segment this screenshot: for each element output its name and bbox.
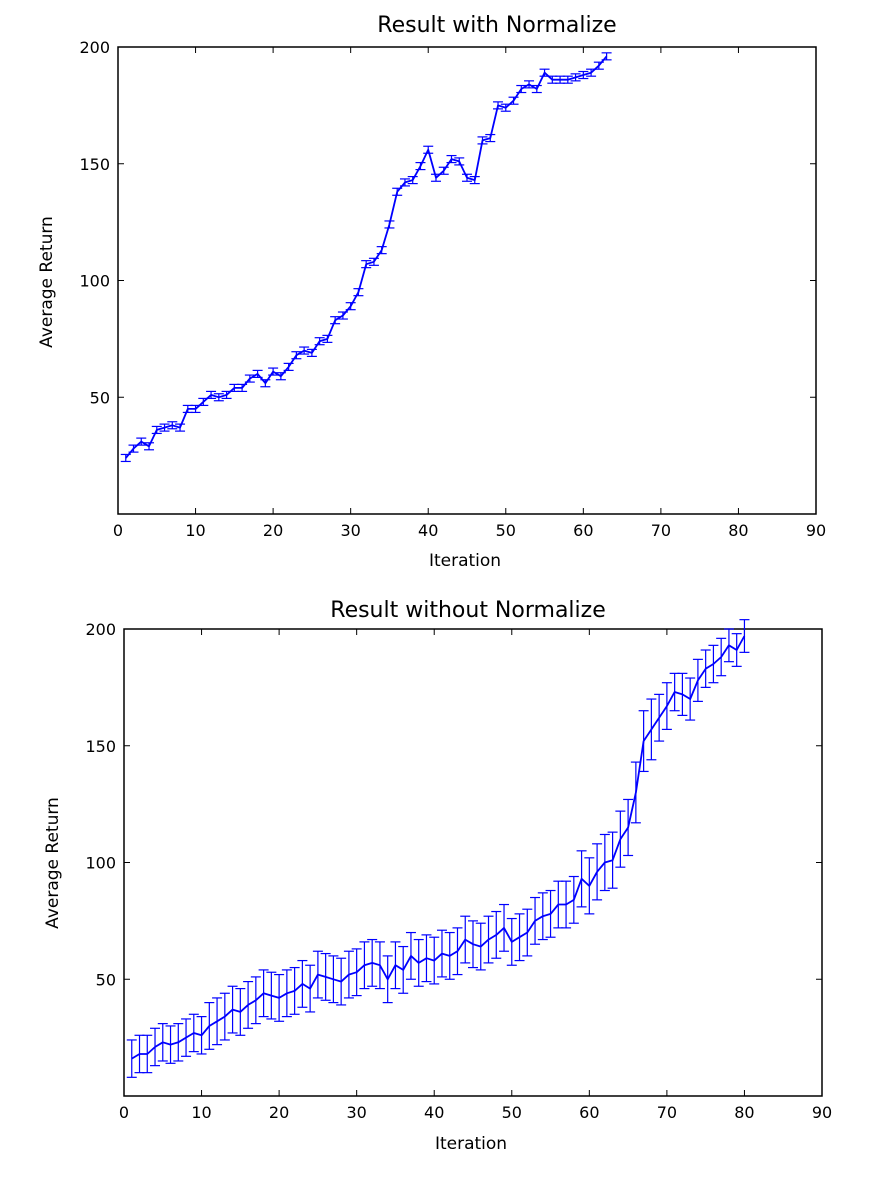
chart-2-title: Result without Normalize xyxy=(330,598,605,623)
chart-1-ytick-label: 150 xyxy=(79,155,110,174)
chart-2-xtick-label: 20 xyxy=(269,1103,289,1122)
chart-1: Result with Normalize 0 10 20 30 40 50 60 70 80 9… xyxy=(37,13,826,571)
chart-1-xtick-label: 60 xyxy=(573,521,593,540)
chart-2-plot-area: 0 10 20 30 40 50 60 70 80 90 50 100 150 200 xyxy=(85,619,832,1122)
chart-1-plot-area: 0 10 20 30 40 50 60 70 80 90 50 100 150 200 xyxy=(79,38,826,540)
chart-1-title: Result with Normalize xyxy=(377,13,616,38)
chart-1-xtick-label: 20 xyxy=(263,521,283,540)
chart-1-xtick-label: 50 xyxy=(496,521,516,540)
chart-1-xtick-label: 70 xyxy=(651,521,671,540)
chart-1-ytick-label: 100 xyxy=(79,272,110,291)
chart-2-ytick-label: 150 xyxy=(85,737,116,756)
chart-2-xtick-label: 50 xyxy=(502,1103,522,1122)
chart-1-xtick-label: 80 xyxy=(728,521,748,540)
chart-1-series-line xyxy=(125,55,608,459)
chart-1-xtick-label: 0 xyxy=(113,521,123,540)
chart-2-errorbar xyxy=(126,1039,137,1078)
chart-1-ytick-label: 200 xyxy=(79,38,110,57)
chart-2-xtick-label: 70 xyxy=(657,1103,677,1122)
chart-1-frame xyxy=(117,46,817,515)
chart-2: Result without Normalize 0 10 20 30 40 50 60 70… xyxy=(43,598,832,1154)
chart-2-ytick-label: 200 xyxy=(85,620,116,639)
chart-1-ylabel: Average Return xyxy=(37,216,57,348)
chart-2-errorbar xyxy=(739,619,750,653)
chart-1-xlabel: Iteration xyxy=(429,551,501,571)
chart-1-xtick-label: 90 xyxy=(806,521,826,540)
chart-2-ytick-label: 100 xyxy=(85,854,116,873)
chart-1-ytick-label: 50 xyxy=(90,388,110,407)
chart-1-xtick-label: 30 xyxy=(340,521,360,540)
chart-2-xtick-label: 0 xyxy=(119,1103,129,1122)
chart-2-xtick-label: 90 xyxy=(812,1103,832,1122)
chart-2-xtick-label: 10 xyxy=(191,1103,211,1122)
chart-2-xtick-label: 40 xyxy=(424,1103,444,1122)
chart-1-xtick-label: 40 xyxy=(418,521,438,540)
chart-2-ytick-label: 50 xyxy=(96,970,116,989)
chart-2-xtick-label: 60 xyxy=(579,1103,599,1122)
chart-2-xtick-label: 80 xyxy=(734,1103,754,1122)
chart-2-series-line xyxy=(131,635,746,1060)
chart-2-xlabel: Iteration xyxy=(435,1134,507,1154)
chart-2-frame xyxy=(123,628,823,1097)
chart-2-ylabel: Average Return xyxy=(43,797,63,929)
chart-2-xtick-label: 30 xyxy=(346,1103,366,1122)
chart-1-xtick-label: 10 xyxy=(185,521,205,540)
